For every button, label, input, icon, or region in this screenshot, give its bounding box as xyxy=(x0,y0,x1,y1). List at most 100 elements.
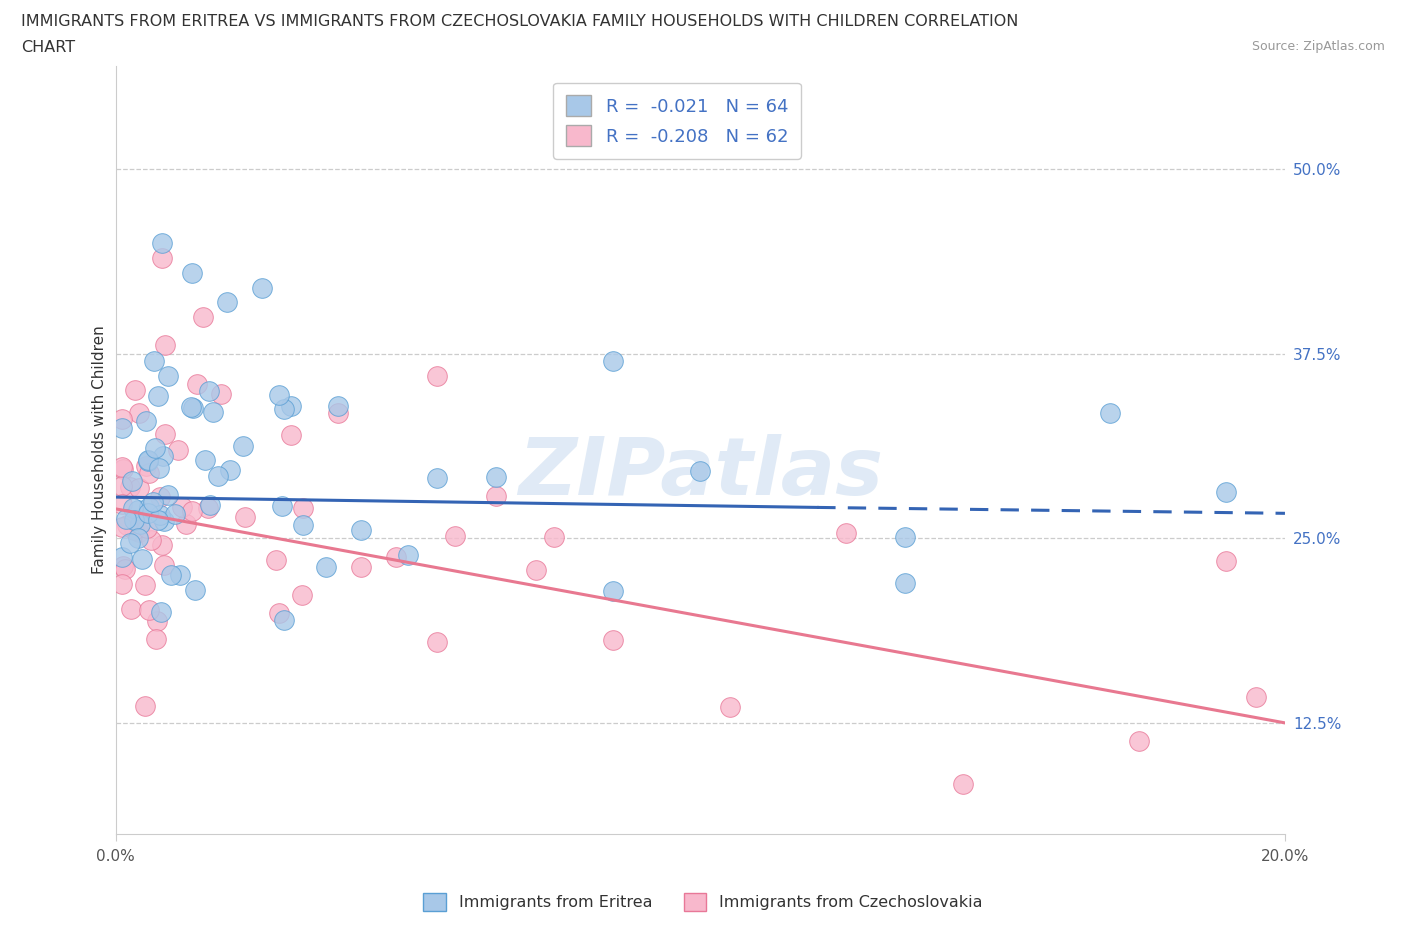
Point xyxy=(122,512,145,527)
Point xyxy=(233,510,256,525)
Point xyxy=(136,453,159,468)
Point xyxy=(835,525,858,540)
Legend: Immigrants from Eritrea, Immigrants from Czechoslovakia: Immigrants from Eritrea, Immigrants from… xyxy=(418,886,988,917)
Point xyxy=(350,560,373,575)
Point xyxy=(180,265,202,280)
Point xyxy=(124,382,146,397)
Point xyxy=(146,614,169,629)
Point xyxy=(219,463,242,478)
Point xyxy=(128,405,150,420)
Point xyxy=(139,533,162,548)
Point xyxy=(426,635,449,650)
Point xyxy=(543,529,565,544)
Point xyxy=(207,469,229,484)
Point xyxy=(138,500,160,515)
Point xyxy=(118,480,141,495)
Point xyxy=(602,583,624,598)
Point xyxy=(110,497,132,512)
Point xyxy=(169,568,191,583)
Point xyxy=(110,411,132,426)
Point xyxy=(157,368,180,383)
Point xyxy=(155,427,177,442)
Point xyxy=(110,550,132,565)
Point xyxy=(180,399,202,414)
Point xyxy=(146,512,169,527)
Point xyxy=(280,428,302,443)
Point xyxy=(152,236,174,251)
Point xyxy=(114,512,136,526)
Point xyxy=(181,401,204,416)
Point xyxy=(1244,690,1267,705)
Point xyxy=(145,631,167,646)
Point xyxy=(110,576,132,591)
Point xyxy=(250,280,273,295)
Point xyxy=(152,250,174,265)
Text: Source: ZipAtlas.com: Source: ZipAtlas.com xyxy=(1251,40,1385,53)
Point xyxy=(269,388,291,403)
Point xyxy=(110,420,132,435)
Point xyxy=(202,405,225,419)
Point xyxy=(156,487,179,502)
Point xyxy=(524,563,547,578)
Point xyxy=(170,500,193,515)
Point xyxy=(131,551,153,566)
Point xyxy=(326,398,349,413)
Point xyxy=(894,529,917,544)
Point xyxy=(149,489,172,504)
Point xyxy=(127,531,149,546)
Point xyxy=(1128,734,1150,749)
Point xyxy=(291,588,314,603)
Point xyxy=(128,525,150,540)
Point xyxy=(1215,485,1237,499)
Point xyxy=(135,414,157,429)
Point xyxy=(602,354,624,369)
Text: IMMIGRANTS FROM ERITREA VS IMMIGRANTS FROM CZECHOSLOVAKIA FAMILY HOUSEHOLDS WITH: IMMIGRANTS FROM ERITREA VS IMMIGRANTS FR… xyxy=(21,14,1018,29)
Point xyxy=(485,488,508,503)
Point xyxy=(194,452,217,467)
Point xyxy=(134,698,156,713)
Point xyxy=(114,562,136,577)
Point xyxy=(426,368,449,383)
Point xyxy=(143,354,166,369)
Point xyxy=(138,506,160,521)
Point xyxy=(197,500,219,515)
Point xyxy=(602,632,624,647)
Point xyxy=(135,458,157,473)
Point xyxy=(186,377,208,392)
Point xyxy=(148,460,170,475)
Point xyxy=(146,389,169,404)
Point xyxy=(150,604,173,619)
Point xyxy=(153,513,176,528)
Point xyxy=(184,583,207,598)
Point xyxy=(315,559,337,574)
Point xyxy=(128,517,150,532)
Point xyxy=(150,538,173,552)
Point xyxy=(396,548,419,563)
Legend: R =  -0.021   N = 64, R =  -0.208   N = 62: R = -0.021 N = 64, R = -0.208 N = 62 xyxy=(553,83,800,159)
Point xyxy=(120,601,142,616)
Point xyxy=(110,478,132,493)
Point xyxy=(269,605,291,620)
Point xyxy=(291,500,314,515)
Point xyxy=(198,383,221,398)
Point xyxy=(264,552,287,567)
Point xyxy=(112,461,135,476)
Point xyxy=(280,398,302,413)
Point xyxy=(121,473,143,488)
Point xyxy=(1215,553,1237,568)
Point xyxy=(350,523,373,538)
Point xyxy=(152,448,174,463)
Point xyxy=(127,502,149,517)
Point xyxy=(134,578,156,592)
Text: ZIPatlas: ZIPatlas xyxy=(517,434,883,512)
Point xyxy=(118,536,141,551)
Point xyxy=(485,470,508,485)
Point xyxy=(718,699,741,714)
Point xyxy=(155,338,177,352)
Point xyxy=(149,507,172,522)
Point xyxy=(167,443,190,458)
Point xyxy=(200,498,222,512)
Point xyxy=(122,523,145,538)
Point xyxy=(273,401,295,416)
Text: CHART: CHART xyxy=(21,40,75,55)
